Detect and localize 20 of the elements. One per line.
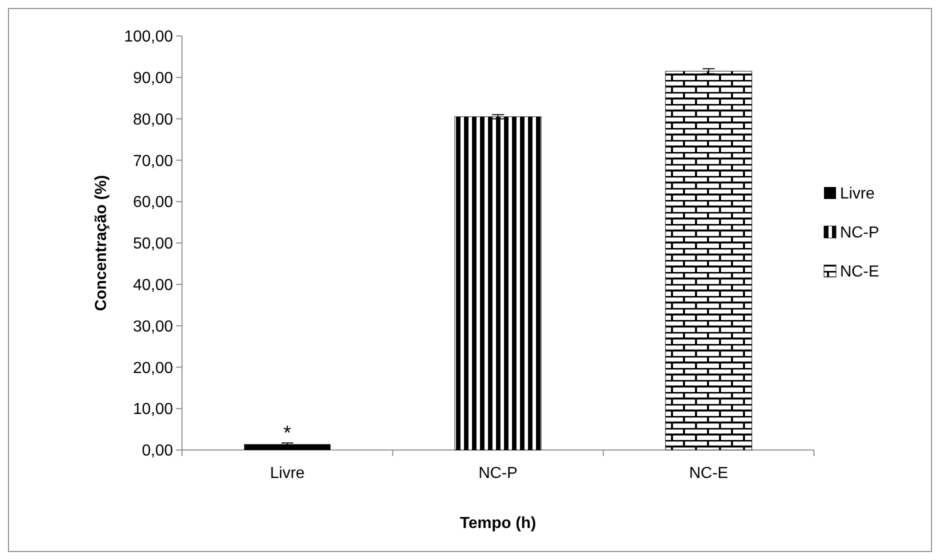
legend-label: NC-P [840,224,880,242]
legend-label: Livre [840,186,875,203]
y-tick-label: 0,00 [142,442,174,460]
y-tick-label: 100,00 [124,28,174,46]
y-tick-label: 20,00 [132,360,174,377]
annotation: * [283,422,292,445]
x-tick-label: Livre [270,465,305,482]
y-tick-label: 60,00 [132,194,174,212]
x-tick-label: NC-E [689,465,728,482]
legend-label: NC-E [840,264,880,281]
y-tick-label: 50,00 [132,236,174,253]
y-tick-label: 70,00 [132,152,174,170]
y-axis-title: Concentração (%) [93,174,110,312]
x-axis-title: Tempo (h) [460,515,536,532]
y-tick-label: 10,00 [132,401,174,418]
y-tick-label: 40,00 [132,277,174,294]
x-tick-label: NC-P [478,465,518,482]
y-tick-label: 90,00 [132,70,174,87]
y-tick-label: 30,00 [132,318,174,336]
y-tick-label: 80,00 [132,111,174,128]
